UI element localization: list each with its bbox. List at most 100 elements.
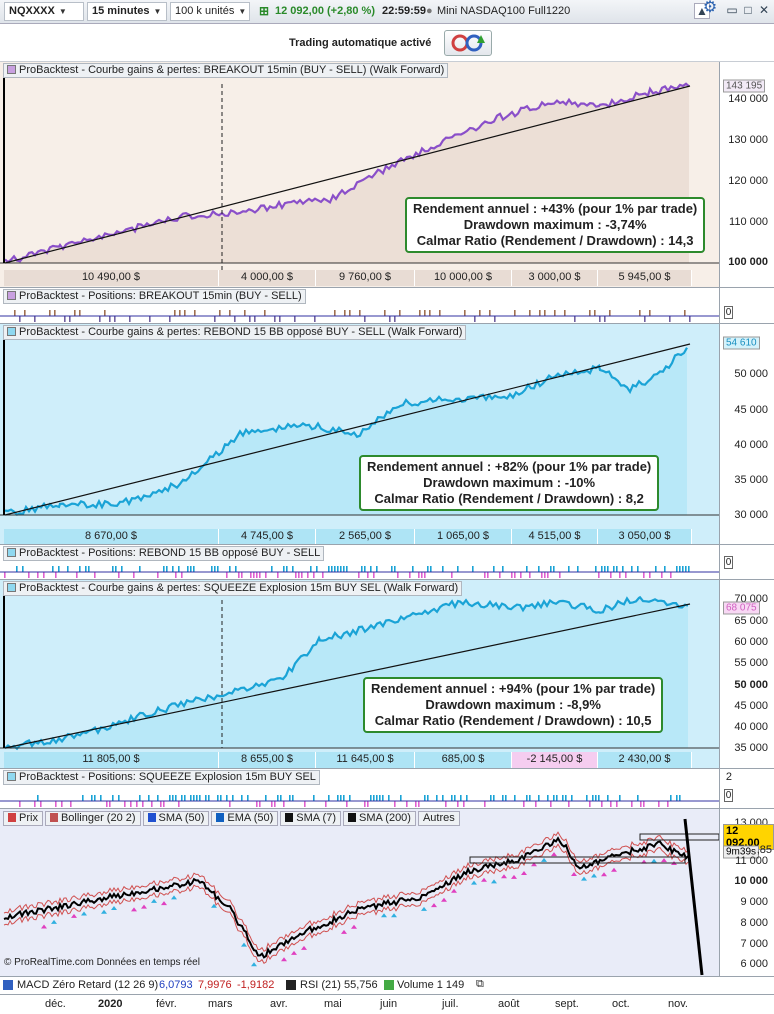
price-axis[interactable]: 13 000 12 092,00 9m39s ,85 11 000 10 000… (719, 809, 774, 977)
position-bar (607, 566, 609, 572)
position-bar (112, 566, 114, 572)
signal-arrow (421, 906, 427, 911)
position-bar (70, 801, 72, 807)
date-label: juin (380, 998, 398, 1010)
legend-bollinger[interactable]: Bollinger (20 2) (44, 811, 141, 826)
axis-tick: 130 000 (728, 134, 768, 146)
legend-ema50[interactable]: EMA (50) (211, 811, 279, 826)
position-bar (349, 310, 351, 316)
positions-panel-squeeze[interactable]: ProBacktest - Positions: SQUEEZE Explosi… (0, 769, 719, 809)
position-bar (684, 310, 686, 316)
equity-panel-breakout[interactable]: ProBacktest - Courbe gains & pertes: BRE… (0, 62, 719, 288)
equity-panel-squeeze[interactable]: ProBacktest - Courbe gains & pertes: SQU… (0, 580, 719, 769)
position-bar (454, 795, 456, 801)
volume-label[interactable]: Volume 1 149 (397, 979, 465, 991)
signal-arrow (541, 857, 547, 862)
position-bar (442, 795, 444, 801)
symbol-selector[interactable]: NQXXXX ▼ (4, 2, 84, 21)
minimize-icon[interactable]: ▭ (726, 3, 738, 17)
position-bar (409, 572, 411, 578)
position-bar (130, 801, 132, 807)
equity-line (4, 347, 688, 517)
position-bar (148, 795, 150, 801)
position-bar (94, 572, 96, 578)
legend-sma50[interactable]: SMA (50) (142, 811, 210, 826)
position-bar (430, 566, 432, 572)
close-icon[interactable]: ✕ (758, 3, 770, 17)
equity-panel-rebond[interactable]: ProBacktest - Courbe gains & pertes: REB… (0, 324, 719, 545)
position-bar (190, 795, 192, 801)
macd-label[interactable]: MACD Zéro Retard (12 26 9) (17, 979, 159, 991)
date-axis: déc. 2020 févr. mars avr. mai juin juil.… (0, 995, 774, 1014)
range-box (469, 856, 686, 864)
position-bar (178, 801, 180, 807)
signal-arrow (301, 945, 307, 950)
segment-profit: 1 065,00 $ (415, 529, 512, 544)
price-axis[interactable]: 143 195 140 000 130 000 120 000 110 000 … (719, 62, 774, 288)
auto-trading-button[interactable] (444, 30, 492, 56)
signal-arrow (81, 911, 87, 916)
timeframe-label: 15 minutes (92, 5, 150, 17)
position-bar (607, 795, 609, 801)
date-label: nov. (668, 998, 688, 1010)
position-bar (157, 795, 159, 801)
projection-line (683, 818, 704, 976)
axis-tick: 8 000 (740, 917, 768, 929)
position-bar (538, 566, 540, 572)
position-bar (460, 795, 462, 801)
price-panel[interactable]: Prix Bollinger (20 2) SMA (50) EMA (50) … (0, 809, 719, 977)
stats-line: Calmar Ratio (Rendement / Drawdown) : 14… (416, 233, 694, 248)
scroll-up-icon[interactable]: ▲ (694, 3, 710, 19)
legend-sma200[interactable]: SMA (200) (343, 811, 416, 826)
signal-arrow (111, 906, 117, 911)
position-bar (526, 795, 528, 801)
axis-tick: 10 000 (734, 875, 768, 887)
position-bar (373, 795, 375, 801)
position-bar (67, 566, 69, 572)
position-bar (679, 566, 681, 572)
date-label: août (498, 998, 520, 1010)
legend-autres[interactable]: Autres (417, 811, 460, 826)
bollinger-band (3, 843, 689, 964)
stats-line: Calmar Ratio (Rendement / Drawdown) : 8,… (374, 491, 644, 506)
position-bar (616, 801, 618, 807)
legend-sma7[interactable]: SMA (7) (280, 811, 341, 826)
stats-line: Drawdown maximum : -10% (423, 475, 596, 490)
position-bar (493, 566, 495, 572)
legend-prix[interactable]: Prix (3, 811, 43, 826)
price-axis[interactable]: 54 610 50 000 45 000 40 000 35 000 30 00… (719, 324, 774, 545)
color-swatch-icon (49, 813, 58, 822)
indicator-icon (7, 772, 16, 781)
position-bar (376, 795, 378, 801)
position-bar (553, 795, 555, 801)
position-bar (139, 566, 141, 572)
position-bar (544, 310, 546, 316)
profit-segments: 8 670,00 $ 4 745,00 $ 2 565,00 $ 1 065,0… (4, 529, 692, 544)
segment-profit: 5 945,00 $ (598, 270, 692, 286)
units-selector[interactable]: 100 k unités ▼ (170, 2, 250, 21)
price-axis[interactable]: 70 000 68 075 65 000 60 000 55 000 50 00… (719, 580, 774, 769)
position-bar (616, 566, 618, 572)
position-bar (264, 310, 266, 316)
positions-panel-breakout[interactable]: ProBacktest - Positions: BREAKOUT 15min … (0, 288, 719, 324)
axis-tick: 110 000 (729, 216, 768, 228)
settings-gear-icon[interactable]: ⚙ (702, 0, 718, 16)
signal-arrow (491, 879, 497, 884)
position-bar (115, 566, 117, 572)
position-bar (235, 566, 237, 572)
position-bar (214, 566, 216, 572)
position-bar (274, 316, 276, 322)
signal-arrow (281, 957, 287, 962)
position-bar (316, 566, 318, 572)
position-bar (382, 795, 384, 801)
timeframe-selector[interactable]: 15 minutes ▼ (87, 2, 167, 21)
position-bar (298, 572, 300, 578)
position-bar (427, 566, 429, 572)
rsi-label[interactable]: RSI (21) 55,756 (300, 979, 378, 991)
maximize-icon[interactable]: □ (744, 3, 752, 17)
popout-icon[interactable]: ⧉ (476, 978, 484, 990)
positions-panel-rebond[interactable]: ProBacktest - Positions: REBOND 15 BB op… (0, 545, 719, 580)
units-label: 100 k unités (175, 5, 235, 17)
position-bar (313, 572, 315, 578)
range-box (639, 833, 719, 841)
